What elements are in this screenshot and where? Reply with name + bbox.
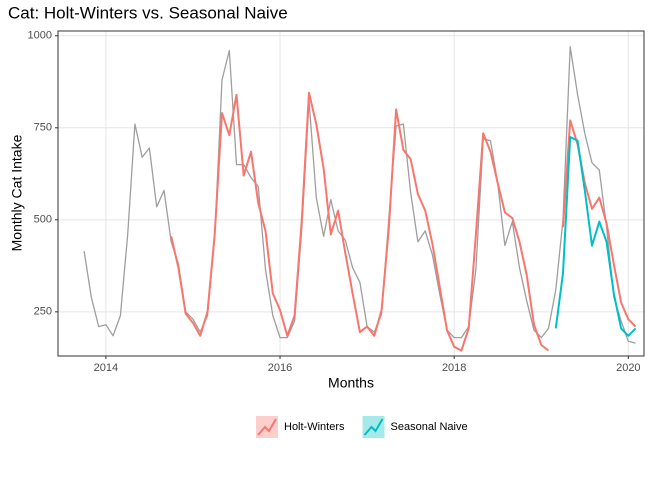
x-tick-label: 2020 <box>616 362 640 374</box>
legend-key-line <box>257 418 277 436</box>
legend-item: Holt-Winters <box>256 416 345 438</box>
series-line <box>170 91 637 352</box>
legend-label: Holt-Winters <box>284 421 345 433</box>
y-tick-label: 750 <box>34 122 52 134</box>
y-tick-label: 250 <box>34 306 52 318</box>
legend-item: Seasonal Naive <box>362 416 468 438</box>
chart-title: Cat: Holt-Winters vs. Seasonal Naive <box>8 3 288 22</box>
plot-background <box>58 31 644 356</box>
x-tick-label: 2018 <box>442 362 466 374</box>
series-line <box>554 136 637 337</box>
x-axis-title: Months <box>328 375 374 391</box>
x-tick-label: 2016 <box>268 362 292 374</box>
legend-label: Seasonal Naive <box>391 421 468 433</box>
plot-border <box>57 30 645 357</box>
legend-key-line <box>363 418 384 436</box>
x-tick-label: 2014 <box>94 362 118 374</box>
y-tick-label: 500 <box>34 214 52 226</box>
y-tick-label: 1000 <box>28 30 52 42</box>
y-axis-title: Monthly Cat Intake <box>9 134 25 251</box>
